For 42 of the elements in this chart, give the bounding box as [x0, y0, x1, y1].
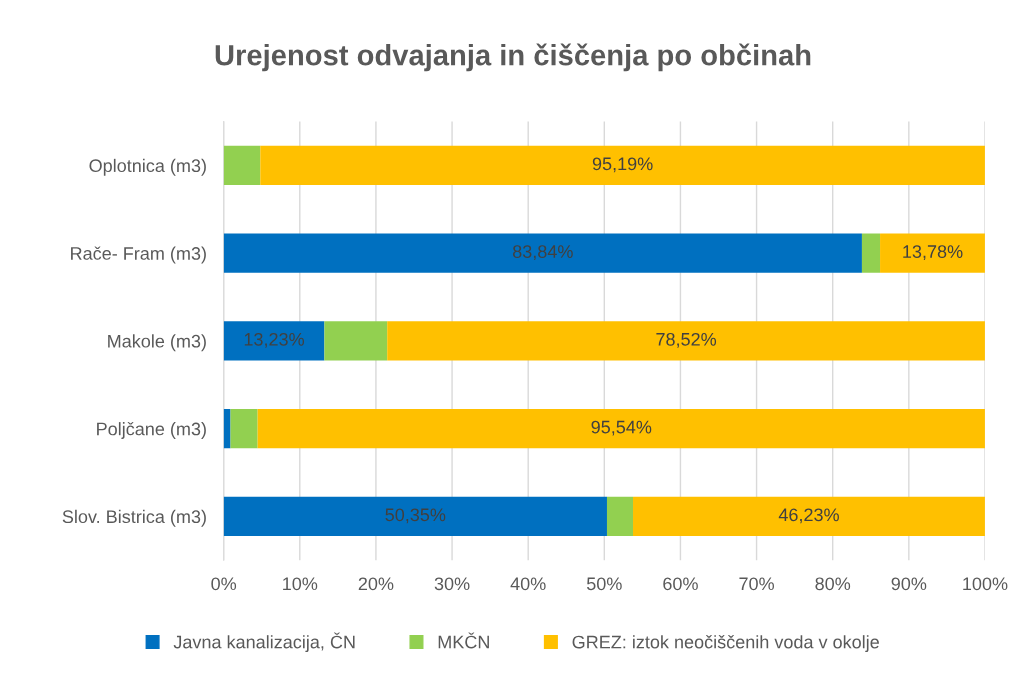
legend-label: MKČN [438, 632, 489, 649]
chart-title: Urejenost odvajanja in čiščenja po občinah [215, 43, 811, 72]
x-tick-label: 80% [815, 577, 851, 591]
bar [861, 233, 881, 273]
x-tick-label: 40% [510, 577, 546, 591]
x-tick-label: 0% [211, 577, 237, 591]
bar [260, 145, 985, 186]
bar [223, 145, 261, 186]
bar [223, 321, 325, 361]
bar [633, 496, 985, 537]
y-tick-label: Oplotnica (m3) [89, 158, 206, 176]
y-tick-label: Rače- Fram (m3) [71, 246, 206, 264]
y-tick-label: Makole (m3) [108, 334, 206, 352]
bar [257, 408, 985, 449]
x-tick-label: 30% [434, 577, 470, 591]
data-label: 83,84% [512, 245, 573, 261]
x-tick-label: 100% [963, 577, 1008, 591]
x-tick-label: 70% [739, 577, 774, 591]
bar [223, 496, 607, 537]
data-label: 78,52% [656, 332, 717, 348]
bar [606, 496, 634, 537]
bar [387, 321, 985, 361]
x-tick-label: 60% [663, 577, 698, 591]
bar [230, 408, 258, 449]
bar [324, 321, 388, 361]
data-label: 95,19% [592, 157, 653, 173]
y-tick-label: Poljčane (m3) [97, 422, 206, 439]
bar [223, 233, 862, 273]
y-tick-label: Slov. Bistrica (m3) [62, 509, 206, 527]
x-tick-label: 90% [891, 577, 927, 591]
x-tick-label: 10% [283, 577, 318, 591]
legend-label: Javna kanalizacija, ČN [173, 632, 355, 652]
data-label: 13,23% [244, 332, 305, 348]
bar [880, 233, 985, 273]
data-label: 50,35% [385, 508, 446, 524]
x-tick-label: 20% [358, 577, 394, 591]
data-label: 95,54% [591, 420, 652, 436]
bar [223, 408, 231, 449]
data-label: 46,23% [778, 508, 839, 524]
legend-label: GREZ: iztok neočiščenih voda v okolje [572, 635, 879, 652]
data-label: 13,78% [903, 245, 963, 261]
x-tick-label: 50% [586, 577, 622, 591]
